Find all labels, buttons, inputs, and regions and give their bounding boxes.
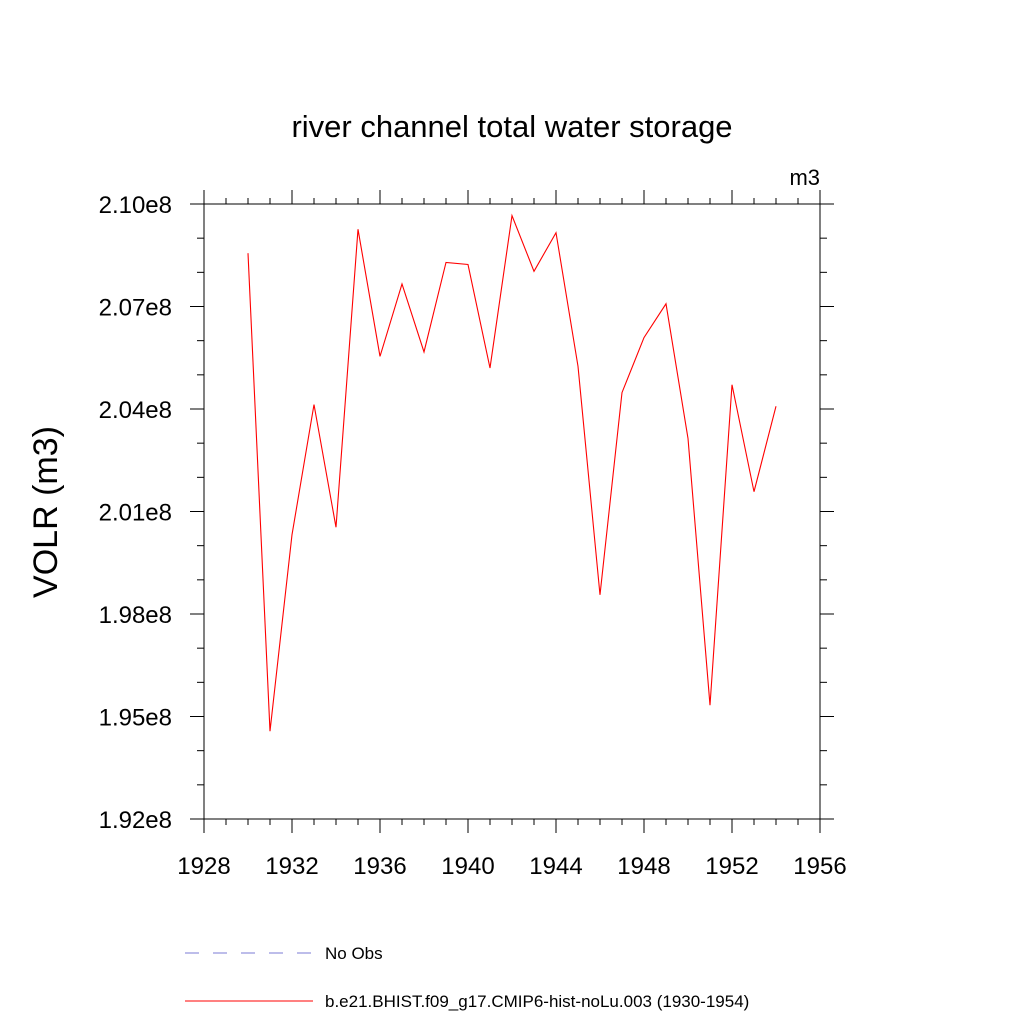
axis-ticks: [190, 190, 834, 833]
x-tick-label: 1936: [353, 853, 406, 880]
x-tick-label: 1956: [793, 853, 846, 880]
x-tick-label: 1948: [617, 853, 670, 880]
series-line: [247, 213, 777, 732]
legend-label: b.e21.BHIST.f09_g17.CMIP6-hist-noLu.003 …: [325, 992, 749, 1011]
legend-label: No Obs: [325, 944, 383, 963]
y-axis-label: VOLR (m3): [27, 426, 65, 598]
legend: No Obs b.e21.BHIST.f09_g17.CMIP6-hist-noL…: [185, 944, 749, 1011]
axis-tick-labels: 1928 1932 1936 1940 1944 1948 1952 1956 1.92e8 1.…: [99, 192, 847, 880]
series-lines: [247, 213, 777, 732]
y-tick-label: 2.01e8: [99, 500, 172, 527]
x-tick-label: 1928: [177, 853, 230, 880]
y-tick-label: 1.95e8: [99, 705, 172, 732]
y-tick-label: 1.98e8: [99, 602, 172, 629]
y-tick-label: 2.07e8: [99, 295, 172, 322]
x-tick-label: 1952: [705, 853, 758, 880]
x-tick-label: 1932: [265, 853, 318, 880]
x-tick-label: 1944: [529, 853, 582, 880]
y-tick-label: 1.92e8: [99, 807, 172, 834]
y-tick-label: 2.04e8: [99, 397, 172, 424]
chart-title: river channel total water storage: [291, 109, 732, 144]
units-label: m3: [789, 165, 820, 190]
y-tick-label: 2.10e8: [99, 192, 172, 219]
x-tick-label: 1940: [441, 853, 494, 880]
